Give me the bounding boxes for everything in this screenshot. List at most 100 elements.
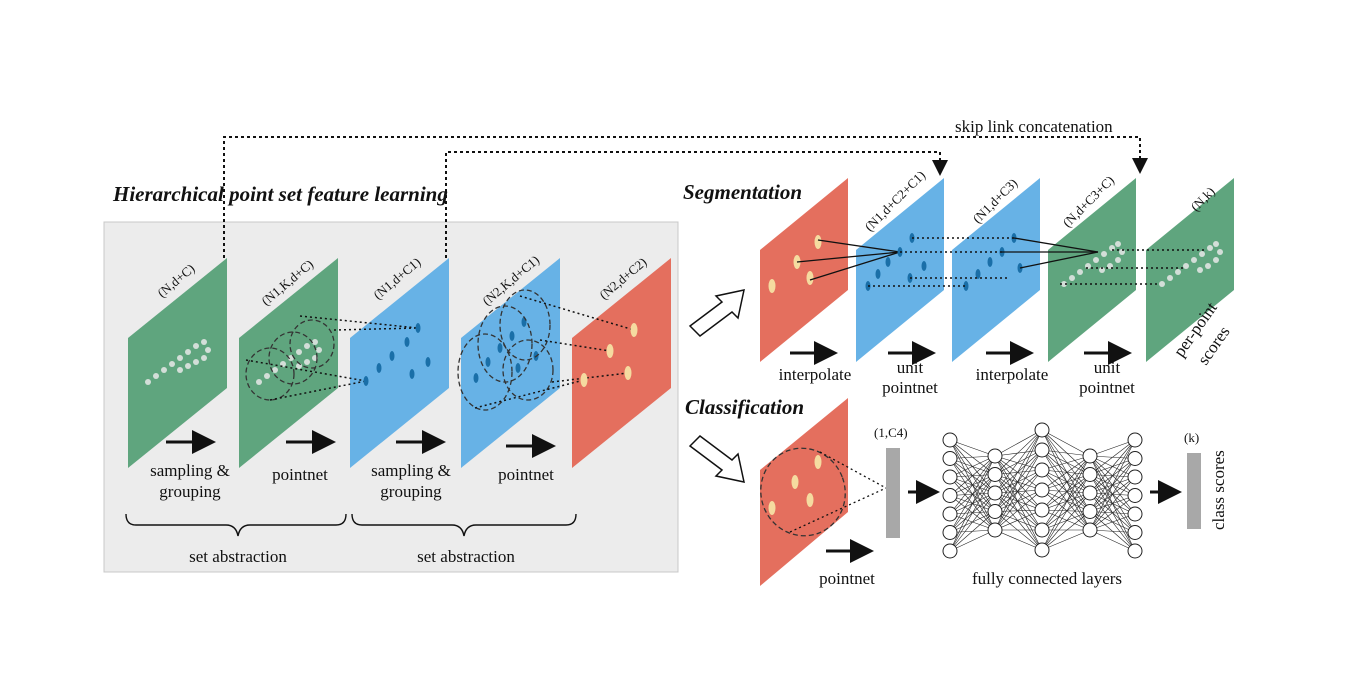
sa1-projection-lines: [245, 315, 419, 401]
segmentation-title: Segmentation: [683, 180, 802, 204]
fc-edge: [1041, 492, 1091, 511]
cls-red-points: [768, 455, 822, 515]
seg-interp-lines: [796, 239, 901, 281]
op-sampling-grouping-2b: grouping: [380, 482, 442, 501]
layer-input: [128, 258, 227, 468]
fc-network: [942, 422, 1143, 559]
fc-edge: [994, 429, 1043, 494]
fc-edge: [1041, 492, 1091, 531]
fc-neuron: [987, 504, 1003, 519]
class-scores-label: class scores: [1209, 450, 1228, 530]
fc-neuron: [987, 522, 1003, 538]
fc-edge: [994, 449, 1043, 494]
fc-neuron: [1127, 432, 1143, 448]
fc-edge: [1041, 429, 1091, 531]
fc-edge: [1089, 513, 1136, 531]
fc-edge: [994, 492, 1043, 511]
fc-neuron: [1034, 442, 1050, 458]
fc-neuron: [942, 469, 958, 485]
fc-neuron: [1082, 448, 1098, 464]
classification-title: Classification: [685, 395, 804, 419]
hollow-arrow-segmentation: [688, 289, 745, 337]
fc-edge: [994, 474, 1043, 511]
fc-edge: [994, 455, 1043, 471]
fc-edge: [1041, 455, 1091, 471]
seg-interp-lines-2: [1002, 237, 1099, 269]
cls-op-pointnet: pointnet: [819, 569, 875, 588]
seg-layer-green-1: [1048, 178, 1136, 362]
fc-edge: [994, 529, 1043, 551]
layer-sa1-output: [350, 258, 449, 468]
fc-edge: [949, 529, 996, 552]
grouping-circles-2: [457, 289, 554, 411]
seg-green2-points: [1159, 241, 1223, 287]
fc-edge: [1041, 449, 1091, 531]
fc-edge: [1089, 529, 1136, 533]
seg-layer-red: [760, 178, 848, 362]
fc-neuron: [1034, 542, 1050, 558]
seg-op-interpolate-2: interpolate: [976, 365, 1049, 384]
grouping-circles-1: [245, 319, 335, 401]
class-scores-vector: [1187, 453, 1201, 529]
fc-edge: [1089, 439, 1136, 494]
fc-edge: [1041, 449, 1091, 457]
hierarchical-title: Hierarchical point set feature learning: [112, 182, 448, 206]
fc-neuron: [1034, 482, 1050, 498]
fc-edge: [994, 429, 1043, 457]
fc-edge: [1041, 429, 1091, 475]
global-feature-dim: (1,C4): [874, 425, 908, 440]
seg-op-unit-2: unit: [1094, 358, 1121, 377]
seg-unit-pointnet-lines-2: [1060, 249, 1204, 285]
seg-layer-blue-1: [856, 178, 944, 362]
fc-edge: [949, 455, 996, 552]
fc-edge: [994, 492, 1043, 551]
fc-edge: [1041, 469, 1091, 512]
fc-edge: [994, 511, 1043, 531]
fc-edge: [949, 492, 996, 552]
fc-edge: [994, 469, 1043, 512]
fc-edge: [1041, 492, 1091, 551]
op-sampling-grouping-1b: grouping: [159, 482, 221, 501]
seg-op-pointnet-1: pointnet: [882, 378, 938, 397]
fc-neuron: [1127, 543, 1143, 559]
fc-neuron: [987, 467, 1003, 482]
fc-edge: [1089, 439, 1136, 457]
fc-neuron: [1127, 506, 1143, 522]
fc-edge: [994, 469, 1043, 475]
fc-edge: [994, 449, 1043, 457]
fc-edge: [1041, 489, 1091, 494]
fc-edge: [994, 492, 1043, 531]
fc-edge: [1041, 455, 1091, 531]
fc-edge: [949, 511, 996, 552]
fc-edge: [1041, 509, 1091, 512]
fc-edge: [1041, 455, 1091, 491]
fc-neuron: [942, 525, 958, 540]
fc-neuron: [1034, 502, 1050, 518]
global-feature-vector: [886, 448, 900, 538]
fc-edge: [994, 469, 1043, 531]
fc-edge: [1041, 511, 1091, 551]
sa1-output-points: [363, 323, 431, 386]
fc-edge: [994, 455, 1043, 531]
fc-edge: [994, 509, 1043, 531]
fc-edge: [949, 455, 996, 478]
fc-neuron: [1082, 467, 1098, 482]
fc-edge: [1089, 495, 1136, 531]
fc-label: fully connected layers: [972, 569, 1122, 588]
skip-link-lines: [223, 136, 1148, 258]
set-abstraction-label-2: set abstraction: [417, 547, 515, 566]
fc-edge: [1041, 489, 1091, 531]
fc-edge: [994, 489, 1043, 494]
fc-neuron: [942, 506, 958, 522]
fc-neuron: [1127, 469, 1143, 485]
fc-edge: [994, 509, 1043, 512]
fc-edge: [994, 511, 1043, 551]
fc-edge: [1041, 449, 1091, 494]
sa2-output-points: [580, 323, 638, 387]
fc-edge: [994, 474, 1043, 551]
fc-edge: [1089, 439, 1136, 531]
op-sampling-grouping-1a: sampling &: [150, 461, 230, 480]
fc-neuron: [1082, 485, 1098, 501]
fc-edge: [1041, 449, 1091, 475]
